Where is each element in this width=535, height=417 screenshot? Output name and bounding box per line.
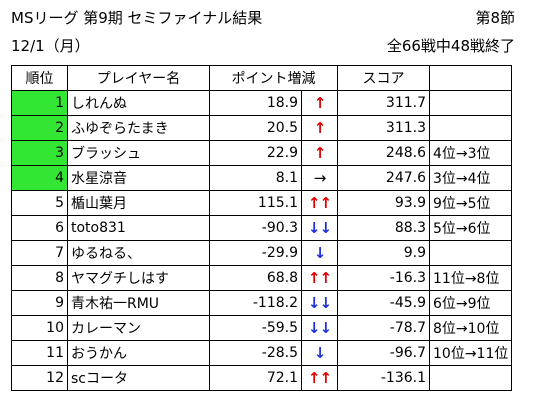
rank-cell: 5 [11,190,68,216]
player-name-cell: ふゆぞらたまき [67,115,210,141]
score-cell: -16.3 [337,265,430,291]
rank-cell: 9 [11,290,68,316]
rank-change-cell [428,90,513,116]
points-cell: 68.8 [209,265,302,291]
round-label: 第8節 [475,9,515,27]
table-row: 7 ゆるねる、 -29.9 ↓ 9.9 [11,240,513,266]
rank-header: 順位 [11,65,68,91]
table-row: 8 ヤマグチしはす 68.8 ↑↑ -16.3 11位→8位 [11,265,513,291]
score-cell: 248.6 [337,140,430,166]
rank-change-cell: 8位→10位 [428,315,513,341]
progress-label: 全66戦中48戦終了 [386,37,515,55]
rank-cell: 10 [11,315,68,341]
points-cell: 22.9 [209,140,302,166]
score-cell: 311.7 [337,90,430,116]
table-row: 2 ふゆぞらたまき 20.5 ↑ 311.3 [11,115,513,141]
trend-arrow-icon: ↑↑ [301,190,338,216]
points-cell: 20.5 [209,115,302,141]
points-cell: -118.2 [209,290,302,316]
name-header: プレイヤー名 [67,65,210,91]
trend-arrow-icon: ↓↓ [301,290,338,316]
points-cell: 18.9 [209,90,302,116]
rank-change-cell [428,115,513,141]
rank-change-cell: 11位→8位 [428,265,513,291]
rank-cell: 7 [11,240,68,266]
rank-cell: 6 [11,215,68,241]
points-cell: 8.1 [209,165,302,191]
table-row: 3 ブラッシュ 22.9 ↑ 248.6 4位→3位 [11,140,513,166]
rank-change-cell: 6位→9位 [428,290,513,316]
rank-cell: 1 [11,90,68,116]
player-name-cell: 水星涼音 [67,165,210,191]
rank-change-cell: 4位→3位 [428,140,513,166]
score-cell: 88.3 [337,215,430,241]
points-cell: 115.1 [209,190,302,216]
trend-arrow-icon: ↑↑ [301,365,338,391]
rank-cell: 3 [11,140,68,166]
score-cell: -96.7 [337,340,430,366]
player-name-cell: ブラッシュ [67,140,210,166]
points-cell: -59.5 [209,315,302,341]
rank-cell: 12 [11,365,68,391]
score-cell: -78.7 [337,315,430,341]
player-name-cell: カレーマン [67,315,210,341]
player-name-cell: scコータ [67,365,210,391]
rank-change-cell [428,365,513,391]
player-name-cell: ゆるねる、 [67,240,210,266]
change-header [428,65,513,91]
table-row: 11 おうかん -28.5 ↓ -96.7 10位→11位 [11,340,513,366]
trend-arrow-icon: ↓↓ [301,315,338,341]
score-header: スコア [337,65,430,91]
score-cell: 93.9 [337,190,430,216]
rank-cell: 4 [11,165,68,191]
trend-arrow-icon: ↑↑ [301,265,338,291]
trend-arrow-icon: ↓ [301,240,338,266]
score-cell: 9.9 [337,240,430,266]
page-title: MSリーグ 第9期 セミファイナル結果 [11,9,263,27]
rank-change-cell: 10位→11位 [428,340,513,366]
trend-arrow-icon: ↑ [301,115,338,141]
points-cell: -90.3 [209,215,302,241]
trend-arrow-icon: ↑ [301,140,338,166]
rank-change-cell: 5位→6位 [428,215,513,241]
table-row: 9 青木祐一RMU -118.2 ↓↓ -45.9 6位→9位 [11,290,513,316]
trend-arrow-icon: ↓↓ [301,215,338,241]
points-cell: -29.9 [209,240,302,266]
player-name-cell: しれんぬ [67,90,210,116]
score-cell: -136.1 [337,365,430,391]
table-row: 10 カレーマン -59.5 ↓↓ -78.7 8位→10位 [11,315,513,341]
table-header-row: 順位 プレイヤー名 ポイント増減 スコア [11,65,513,91]
score-cell: 311.3 [337,115,430,141]
player-name-cell: 楯山葉月 [67,190,210,216]
player-name-cell: toto831 [67,215,210,241]
player-name-cell: 青木祐一RMU [67,290,210,316]
rank-cell: 2 [11,115,68,141]
player-name-cell: おうかん [67,340,210,366]
trend-arrow-icon: → [301,165,338,191]
table-row: 4 水星涼音 8.1 → 247.6 3位→4位 [11,165,513,191]
rank-change-cell: 9位→5位 [428,190,513,216]
table-row: 1 しれんぬ 18.9 ↑ 311.7 [11,90,513,116]
player-name-cell: ヤマグチしはす [67,265,210,291]
rank-cell: 11 [11,340,68,366]
date-label: 12/1（月） [11,37,90,55]
rank-change-cell: 3位→4位 [428,165,513,191]
table-row: 12 scコータ 72.1 ↑↑ -136.1 [11,365,513,391]
standings-table: 順位 プレイヤー名 ポイント増減 スコア 1 しれんぬ 18.9 ↑ 311.7 2 ふゆぞ… [11,65,513,391]
rank-cell: 8 [11,265,68,291]
trend-arrow-icon: ↓ [301,340,338,366]
points-cell: -28.5 [209,340,302,366]
rank-change-cell [428,240,513,266]
score-cell: 247.6 [337,165,430,191]
table-row: 5 楯山葉月 115.1 ↑↑ 93.9 9位→5位 [11,190,513,216]
points-cell: 72.1 [209,365,302,391]
trend-arrow-icon: ↑ [301,90,338,116]
score-cell: -45.9 [337,290,430,316]
points-header: ポイント増減 [209,65,338,91]
table-row: 6 toto831 -90.3 ↓↓ 88.3 5位→6位 [11,215,513,241]
